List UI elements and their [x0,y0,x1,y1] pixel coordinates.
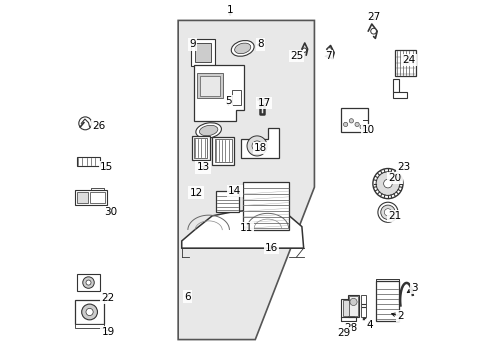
Text: 15: 15 [100,162,113,172]
Text: 18: 18 [253,143,267,153]
Circle shape [375,172,399,195]
Bar [215,139,231,162]
Text: 10: 10 [361,125,374,135]
Text: 8: 8 [257,40,264,49]
Circle shape [380,205,394,220]
Polygon shape [215,191,239,212]
Circle shape [349,298,356,306]
Bar [348,296,357,316]
Polygon shape [241,128,278,158]
Circle shape [377,202,397,222]
Ellipse shape [231,41,254,56]
Circle shape [359,125,364,129]
Circle shape [302,48,306,52]
Ellipse shape [199,125,218,136]
Circle shape [370,28,376,34]
Text: 1: 1 [226,5,233,15]
Text: 28: 28 [344,323,357,333]
Bar [191,136,209,160]
Text: 23: 23 [397,162,410,172]
Circle shape [246,136,266,156]
Text: 19: 19 [102,327,115,337]
Text: 26: 26 [92,121,106,131]
Bar [199,76,220,96]
Bar [77,157,100,166]
Circle shape [343,122,347,127]
Text: 11: 11 [239,224,252,233]
Polygon shape [182,209,303,248]
Ellipse shape [234,43,250,54]
Bar [376,281,398,320]
Bar [75,300,104,324]
Text: 9: 9 [189,40,195,49]
Text: 24: 24 [401,55,414,65]
Bar [392,78,398,92]
Bar [231,90,241,105]
Circle shape [326,48,331,53]
Bar [212,136,234,165]
Text: 2: 2 [396,311,403,321]
Circle shape [354,122,359,127]
Text: 14: 14 [228,186,241,196]
FancyBboxPatch shape [191,39,215,66]
Circle shape [79,117,92,130]
Bar [347,295,359,317]
Bar [341,108,367,132]
Text: 7: 7 [325,51,331,61]
Circle shape [384,209,391,216]
Circle shape [251,141,262,151]
Bar [90,192,104,203]
Text: 27: 27 [367,12,380,22]
Text: 17: 17 [257,98,270,108]
Text: 13: 13 [196,162,209,172]
Text: 5: 5 [224,96,231,106]
Circle shape [82,277,94,288]
Bar [394,50,415,76]
Text: 6: 6 [183,292,190,302]
Bar [77,192,88,203]
Polygon shape [242,182,289,230]
Bar [392,92,406,98]
Bar [75,324,104,328]
Text: 29: 29 [337,328,350,338]
Bar [342,301,353,316]
Polygon shape [194,65,244,121]
Text: 16: 16 [264,243,278,253]
Text: 22: 22 [102,293,115,303]
Text: 20: 20 [388,173,401,183]
Ellipse shape [196,123,221,138]
Circle shape [372,168,402,199]
Bar [77,274,100,291]
Circle shape [348,119,353,123]
Text: 30: 30 [104,207,118,217]
Text: 4: 4 [365,320,372,330]
Circle shape [81,304,97,320]
Bar [197,73,223,98]
Bar [75,190,106,205]
Bar [341,299,354,317]
FancyBboxPatch shape [195,43,211,62]
Circle shape [86,309,93,316]
Text: 25: 25 [289,51,303,61]
Circle shape [86,280,91,285]
Polygon shape [178,21,314,339]
Circle shape [383,179,391,188]
Bar [361,296,365,317]
Text: 3: 3 [411,283,417,293]
Text: 21: 21 [387,211,401,221]
Bar [194,138,207,158]
Text: 12: 12 [189,188,203,198]
